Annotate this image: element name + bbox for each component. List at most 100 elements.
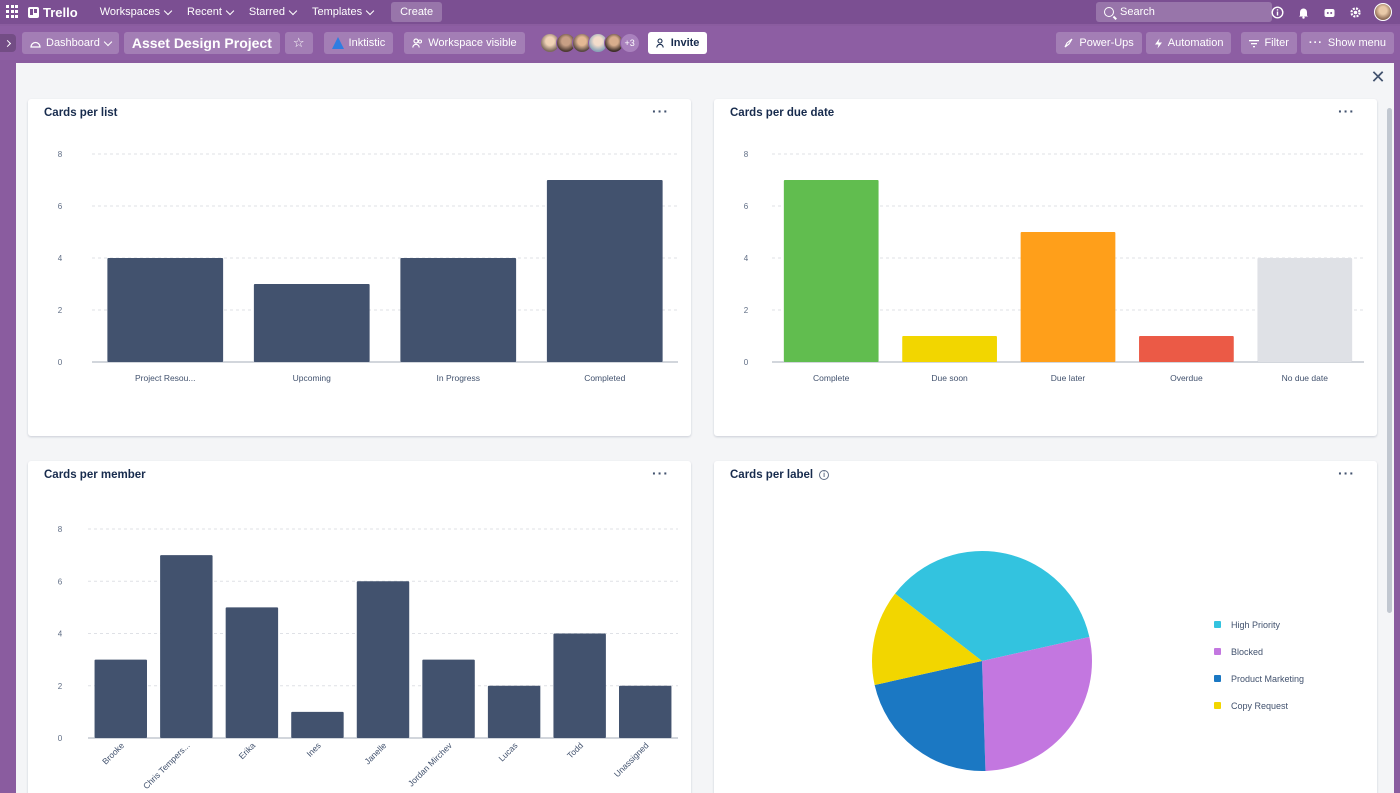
cards-per-list-card: 0 2 4 6 8 Project Resou... Upcoming In Progress… bbox=[28, 99, 691, 436]
invite-button[interactable]: Invite bbox=[647, 32, 708, 54]
y-tick-label: 2 bbox=[58, 682, 63, 691]
chevron-down-icon bbox=[288, 6, 298, 15]
x-tick-label: Due later bbox=[1051, 373, 1086, 383]
more-members-badge[interactable]: +3 bbox=[619, 33, 640, 53]
more-options-icon[interactable]: ··· bbox=[652, 103, 669, 119]
top-navigation: Trello Workspaces Recent Starred Templat… bbox=[0, 0, 1400, 24]
filter-label: Filter bbox=[1264, 37, 1289, 49]
y-tick-label: 2 bbox=[58, 306, 63, 315]
bar[interactable] bbox=[94, 659, 147, 738]
x-tick-label: Janelle bbox=[362, 740, 388, 766]
x-tick-label: Completed bbox=[584, 373, 625, 383]
ellipsis-icon: ··· bbox=[1308, 37, 1323, 49]
sidebar-toggle[interactable] bbox=[0, 34, 16, 52]
card-title: Cards per due date bbox=[730, 107, 834, 119]
chevron-down-icon bbox=[103, 37, 113, 46]
x-tick-label: Jordan Mirchev bbox=[406, 740, 455, 789]
y-tick-label: 8 bbox=[744, 150, 749, 159]
visibility-label: Workspace visible bbox=[428, 37, 517, 49]
bar[interactable] bbox=[356, 581, 410, 738]
card-title: Cards per member bbox=[44, 469, 146, 481]
power-ups-button[interactable]: Power-Ups bbox=[1056, 32, 1142, 54]
legend-item: Blocked bbox=[1214, 638, 1304, 665]
pie-legend: High Priority Blocked Product Marketing Cop… bbox=[1214, 611, 1304, 719]
bar[interactable] bbox=[225, 607, 279, 738]
search-input[interactable]: Search bbox=[1096, 2, 1272, 22]
bar[interactable] bbox=[619, 685, 672, 738]
workspace-button[interactable]: Inktistic bbox=[323, 32, 394, 54]
y-tick-label: 6 bbox=[58, 577, 63, 586]
trello-logo[interactable]: Trello bbox=[28, 5, 78, 20]
visibility-button[interactable]: Workspace visible bbox=[404, 32, 525, 54]
more-options-icon[interactable]: ··· bbox=[1338, 465, 1355, 481]
pie-slice[interactable] bbox=[895, 551, 1090, 661]
chevron-right-icon bbox=[3, 39, 11, 47]
more-options-icon[interactable]: ··· bbox=[652, 465, 669, 481]
bar[interactable] bbox=[546, 180, 663, 362]
account-avatar[interactable] bbox=[1374, 3, 1392, 21]
nav-recent[interactable]: Recent bbox=[179, 3, 241, 21]
automation-button[interactable]: Automation bbox=[1145, 32, 1232, 54]
bar[interactable] bbox=[1020, 232, 1116, 362]
legend-label: Copy Request bbox=[1231, 700, 1289, 711]
nav-templates-label: Templates bbox=[311, 6, 363, 18]
nav-starred[interactable]: Starred bbox=[241, 3, 304, 21]
apps-grid-icon[interactable] bbox=[6, 5, 20, 19]
workspace-logo-icon bbox=[331, 37, 344, 49]
gear-icon[interactable] bbox=[1348, 5, 1362, 19]
bar[interactable] bbox=[291, 711, 344, 738]
legend-label: High Priority bbox=[1231, 619, 1281, 630]
board-header: Dashboard Asset Design Project ☆ Inktist… bbox=[0, 26, 1400, 60]
legend-label: Blocked bbox=[1231, 646, 1264, 657]
bar[interactable] bbox=[107, 258, 224, 362]
bar[interactable] bbox=[553, 633, 606, 739]
view-switcher[interactable]: Dashboard bbox=[22, 32, 119, 54]
legend-label: Product Marketing bbox=[1231, 673, 1305, 684]
legend-swatch bbox=[1214, 675, 1221, 682]
automation-label: Automation bbox=[1167, 37, 1224, 49]
cards-per-due-date-chart: 0 2 4 6 8 Complete Due soon Due later Overdue No … bbox=[744, 150, 1364, 383]
workspace-name: Inktistic bbox=[348, 37, 386, 49]
y-tick-label: 4 bbox=[58, 254, 63, 263]
bar[interactable] bbox=[783, 180, 879, 362]
lightning-icon bbox=[1154, 38, 1162, 48]
pie-slice[interactable] bbox=[872, 593, 982, 685]
cards-per-member-card: 0 2 4 6 8 Brooke Chris Tempers... Erika Ines Jane… bbox=[28, 461, 691, 793]
dashboard-panel: ✕ 0 2 4 6 8 Project Resou... Upcoming In Progre… bbox=[16, 63, 1394, 793]
bar[interactable] bbox=[253, 284, 370, 362]
info-icon[interactable] bbox=[1270, 5, 1284, 19]
pie-slice[interactable] bbox=[982, 637, 1092, 771]
pie-slice[interactable] bbox=[874, 661, 986, 771]
bar[interactable] bbox=[160, 555, 213, 738]
card-title-text: Cards per list bbox=[44, 107, 118, 119]
bar[interactable] bbox=[422, 659, 475, 738]
filter-button[interactable]: Filter bbox=[1241, 32, 1297, 54]
card-title-text: Cards per label bbox=[730, 469, 814, 481]
close-icon[interactable]: ✕ bbox=[1370, 67, 1386, 87]
show-menu-button[interactable]: ··· Show menu bbox=[1300, 32, 1394, 54]
x-tick-label: Overdue bbox=[1170, 373, 1203, 383]
create-button[interactable]: Create bbox=[391, 2, 443, 22]
x-tick-label: Todd bbox=[565, 740, 585, 760]
info-icon[interactable]: i bbox=[819, 470, 830, 480]
nav-templates[interactable]: Templates bbox=[304, 3, 381, 21]
power-ups-label: Power-Ups bbox=[1079, 37, 1134, 49]
bar[interactable] bbox=[1139, 336, 1234, 362]
bar[interactable] bbox=[1257, 258, 1353, 362]
bar[interactable] bbox=[400, 258, 517, 362]
bar[interactable] bbox=[902, 336, 997, 362]
bar[interactable] bbox=[487, 685, 541, 738]
x-tick-label: Due soon bbox=[931, 373, 968, 383]
y-tick-label: 0 bbox=[744, 358, 749, 367]
star-button[interactable]: ☆ bbox=[284, 32, 313, 54]
bot-icon[interactable] bbox=[1322, 5, 1336, 19]
brand-name: Trello bbox=[43, 4, 78, 20]
bell-icon[interactable] bbox=[1296, 5, 1310, 19]
y-tick-label: 6 bbox=[58, 202, 63, 211]
legend-item: Copy Request bbox=[1214, 692, 1304, 719]
board-title[interactable]: Asset Design Project bbox=[123, 32, 280, 54]
add-person-icon bbox=[655, 38, 664, 48]
more-options-icon[interactable]: ··· bbox=[1338, 103, 1355, 119]
scrollbar[interactable] bbox=[1387, 108, 1392, 613]
nav-workspaces[interactable]: Workspaces bbox=[92, 3, 179, 21]
